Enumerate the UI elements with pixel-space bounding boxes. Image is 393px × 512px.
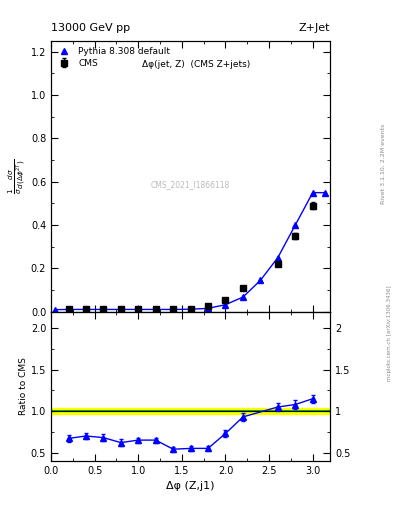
Text: CMS_2021_I1866118: CMS_2021_I1866118	[151, 180, 230, 189]
Pythia 8.308 default	[258, 278, 263, 284]
Pythia 8.308 default	[53, 307, 58, 313]
Y-axis label: Ratio to CMS: Ratio to CMS	[19, 357, 28, 415]
Y-axis label: $\frac{1}{\sigma}\frac{d\sigma}{d(\Delta\phi^{2T})}$: $\frac{1}{\sigma}\frac{d\sigma}{d(\Delta…	[7, 159, 28, 194]
Pythia 8.308 default	[84, 306, 88, 312]
Legend: Pythia 8.308 default, CMS: Pythia 8.308 default, CMS	[55, 46, 172, 70]
Pythia 8.308 default	[119, 306, 123, 312]
Pythia 8.308 default	[136, 306, 141, 312]
Text: mcplots.cern.ch [arXiv:1306.3436]: mcplots.cern.ch [arXiv:1306.3436]	[387, 285, 391, 380]
Pythia 8.308 default	[310, 189, 315, 196]
Text: Δφ(jet, Z)  (CMS Z+jets): Δφ(jet, Z) (CMS Z+jets)	[142, 60, 250, 69]
Text: Rivet 3.1.10, 2.2M events: Rivet 3.1.10, 2.2M events	[381, 124, 386, 204]
Pythia 8.308 default	[241, 294, 245, 300]
Pythia 8.308 default	[323, 189, 327, 196]
Pythia 8.308 default	[206, 305, 210, 311]
X-axis label: Δφ (Z,j1): Δφ (Z,j1)	[166, 481, 215, 491]
Bar	[51, 408, 330, 414]
Pythia 8.308 default	[171, 306, 176, 312]
Pythia 8.308 default	[293, 222, 298, 228]
Pythia 8.308 default	[66, 306, 71, 312]
Pythia 8.308 default	[153, 306, 158, 312]
Pythia 8.308 default	[101, 306, 106, 312]
Pythia 8.308 default	[223, 302, 228, 308]
Pythia 8.308 default	[188, 306, 193, 312]
Pythia 8.308 default	[275, 254, 280, 261]
Text: 13000 GeV pp: 13000 GeV pp	[51, 23, 130, 33]
Line: Pythia 8.308 default: Pythia 8.308 default	[53, 190, 328, 312]
Text: Z+Jet: Z+Jet	[299, 23, 330, 33]
